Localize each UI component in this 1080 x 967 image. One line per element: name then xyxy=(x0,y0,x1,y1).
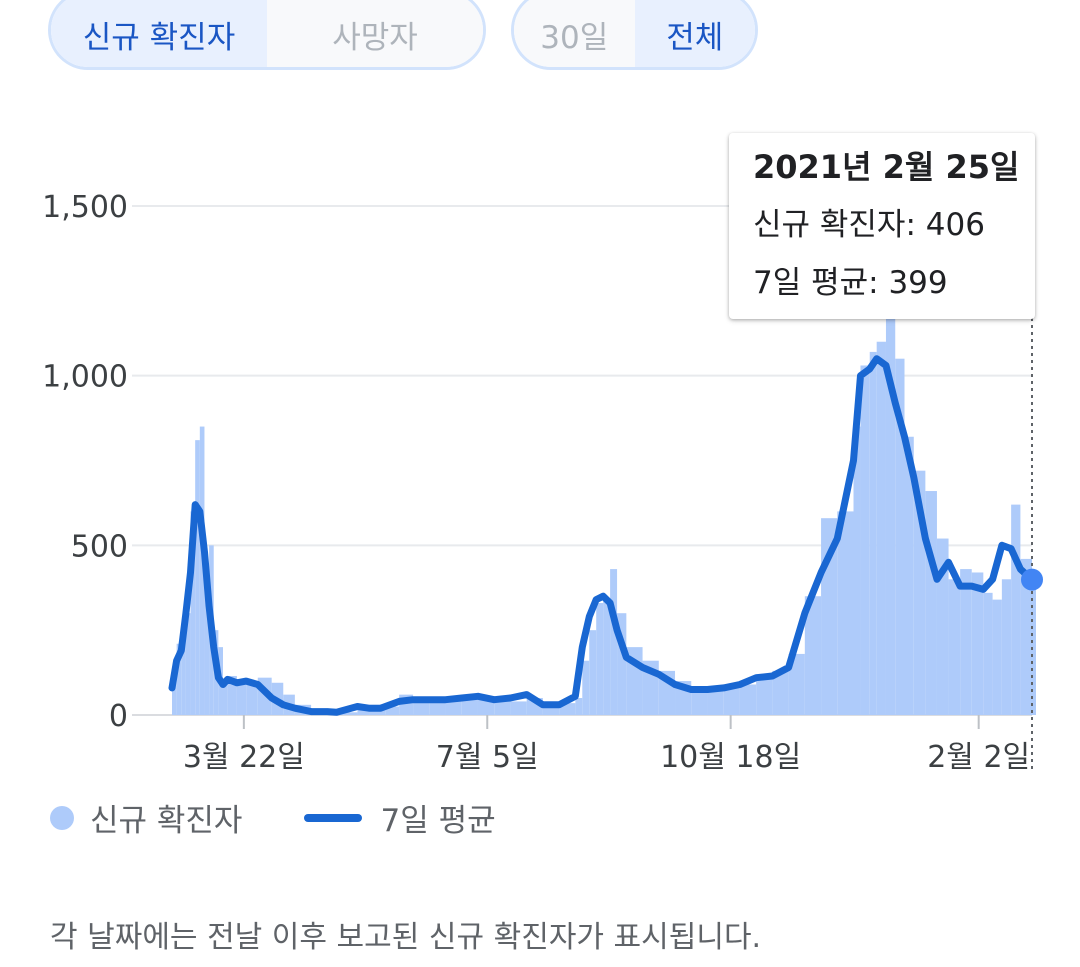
cases-bar xyxy=(723,687,740,715)
toggle-all[interactable]: 전체 xyxy=(634,0,755,67)
average-line xyxy=(168,355,1036,716)
tooltip-cases-label: 신규 확진자 xyxy=(753,207,906,243)
cases-bar xyxy=(904,436,914,715)
cases-bar xyxy=(190,511,196,715)
cases-bar xyxy=(222,681,228,715)
tooltip-cases-row: 신규 확진자: 406 xyxy=(753,207,985,243)
cases-bar xyxy=(413,699,430,715)
cases-bar xyxy=(948,579,961,715)
cases-bar xyxy=(559,703,576,715)
cases-bar xyxy=(876,341,886,715)
legend-average-label: 7일 평균 xyxy=(380,803,496,839)
cases-bar xyxy=(837,511,854,715)
x-axis-ticks: 3월 22일 7월 5일 10월 18일 2월 2일 xyxy=(183,715,1030,775)
cases-bar xyxy=(992,599,1002,715)
cases-bar xyxy=(853,426,861,715)
cases-bar xyxy=(707,691,724,715)
legend-cases-dot-icon xyxy=(50,805,74,830)
cases-bar xyxy=(357,708,370,715)
cases-bar xyxy=(869,351,877,715)
cases-bar xyxy=(172,677,177,715)
cases-bar xyxy=(1032,577,1036,715)
cases-bar xyxy=(925,491,937,715)
y-axis-ticks: 0 500 1,000 1,500 xyxy=(42,190,128,734)
tooltip-average-label: 7일 평균 xyxy=(753,265,869,301)
cases-bar xyxy=(772,670,789,715)
cases-bar xyxy=(385,706,400,715)
cases-bar xyxy=(1001,579,1012,715)
cases-bar xyxy=(617,613,627,715)
cases-bar xyxy=(445,699,462,715)
toggle-new-cases[interactable]: 신규 확진자 xyxy=(51,0,267,67)
cases-bars xyxy=(172,294,1036,715)
cases-bar xyxy=(199,426,205,715)
cases-bar xyxy=(181,636,186,715)
cases-bar xyxy=(494,699,511,715)
x-tick-label-0: 3월 22일 xyxy=(183,740,305,775)
chart-legend: 신규 확진자 7일 평균 xyxy=(50,795,496,840)
cases-bar xyxy=(1020,558,1032,715)
cases-bar xyxy=(589,630,597,715)
cases-bar xyxy=(227,675,237,715)
y-tick-label-500: 500 xyxy=(71,529,128,564)
chart-footnote: 각 날짜에는 전날 이후 보고된 신규 확진자가 표시됩니다. xyxy=(50,920,762,955)
tooltip-date: 2021년 2월 25일 xyxy=(753,148,1020,186)
cases-bar xyxy=(895,358,905,715)
x-tick-label-3: 2월 2일 xyxy=(927,740,1030,775)
average-line-layer xyxy=(168,355,1036,716)
cases-chart[interactable]: 0 500 1,000 1,500 3월 22일 7월 5일 10월 18일 2월 2일 xyxy=(0,0,1080,780)
tooltip-average-value: 399 xyxy=(888,265,948,301)
cases-bar xyxy=(236,681,247,715)
cases-bar xyxy=(788,653,805,715)
cases-bar xyxy=(739,684,757,715)
range-toggle: 30일 전체 xyxy=(511,0,758,70)
hover-cursor xyxy=(1021,318,1043,772)
x-tick-label-1: 7월 5일 xyxy=(436,740,539,775)
cases-bar xyxy=(756,674,773,715)
toggle-30-days[interactable]: 30일 xyxy=(514,0,635,67)
cases-bar xyxy=(860,365,870,715)
cases-bar xyxy=(1011,504,1021,715)
toggle-deaths[interactable]: 사망자 xyxy=(267,0,483,67)
cases-bar xyxy=(691,687,708,715)
legend-cases-label: 신규 확진자 xyxy=(90,803,243,839)
cases-bar xyxy=(542,704,560,715)
selected-point-marker xyxy=(1021,568,1043,591)
cases-bar xyxy=(983,592,993,715)
cases-bar xyxy=(461,698,478,715)
cases-bar xyxy=(913,470,926,715)
y-tick-label-1500: 1,500 xyxy=(42,190,128,225)
cases-bar xyxy=(510,701,527,715)
cases-bar xyxy=(246,682,258,715)
cases-bar xyxy=(610,569,618,715)
cases-bar xyxy=(603,599,611,715)
tooltip-average-row: 7일 평균: 399 xyxy=(753,265,948,301)
legend-average-line-icon xyxy=(304,813,363,822)
y-tick-label-0: 0 xyxy=(109,699,128,734)
y-tick-label-1000: 1,000 xyxy=(42,360,128,395)
chart-tooltip: 2021년 2월 25일 신규 확진자: 406 7일 평균: 399 xyxy=(729,133,1035,319)
cases-bar xyxy=(596,603,604,715)
cases-bar xyxy=(885,294,896,715)
cases-bar xyxy=(195,440,200,715)
x-tick-label-2: 10월 18일 xyxy=(660,740,801,775)
cases-bar xyxy=(204,565,210,715)
cases-bar xyxy=(582,660,590,715)
cases-bar xyxy=(185,613,191,715)
cases-bar xyxy=(960,569,972,715)
tooltip-cases-value: 406 xyxy=(925,207,985,243)
cases-bar xyxy=(336,712,358,715)
cases-bar xyxy=(971,572,984,715)
cases-bar xyxy=(176,643,182,715)
cases-bar xyxy=(575,698,583,715)
metric-toggle: 신규 확진자 사망자 xyxy=(48,0,486,70)
cases-bar xyxy=(804,596,822,715)
cases-bar xyxy=(936,538,949,715)
